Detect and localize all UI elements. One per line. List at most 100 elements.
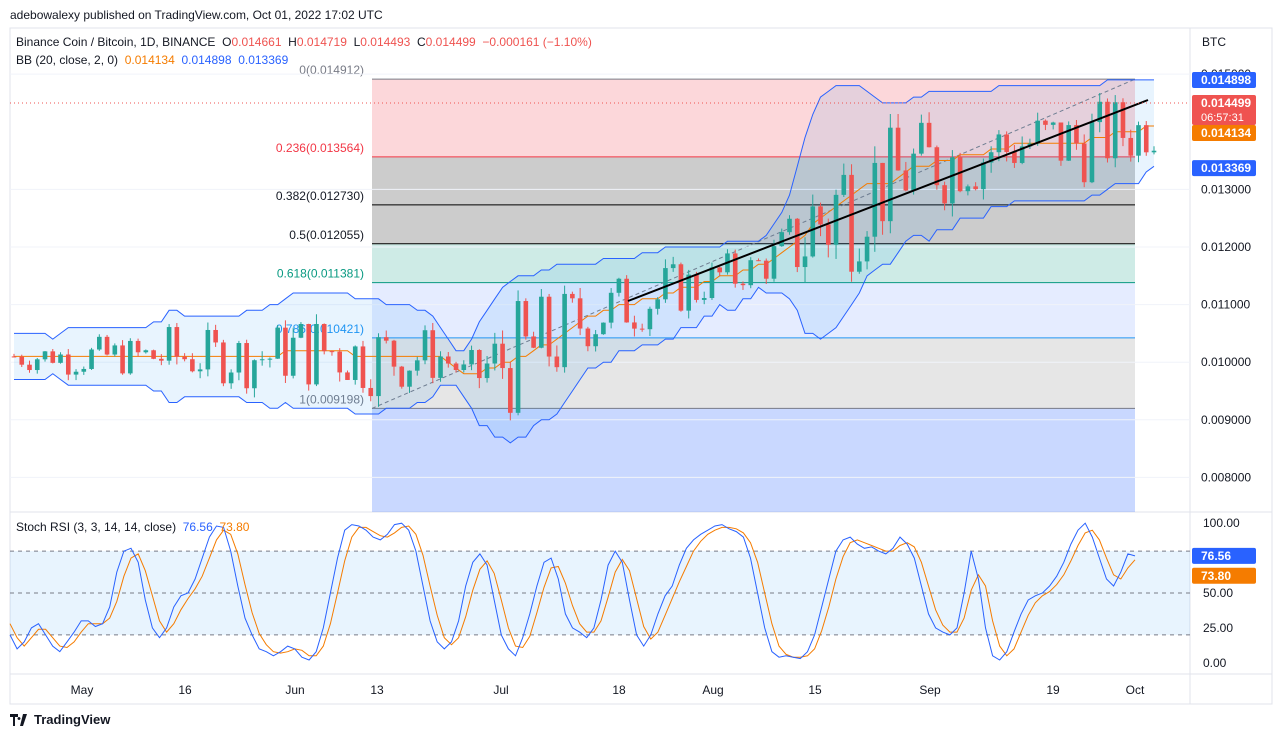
candle-body bbox=[601, 322, 606, 335]
bb-band-fill bbox=[14, 79, 1154, 443]
candle-body bbox=[1058, 122, 1064, 161]
candle-body bbox=[554, 356, 560, 368]
fib-level-label: 0.5(0.012055) bbox=[289, 228, 364, 242]
candle-body bbox=[663, 268, 668, 300]
candle-body bbox=[523, 301, 529, 337]
candle-body bbox=[880, 162, 885, 222]
price-badge-label: 0.014499 bbox=[1201, 96, 1251, 110]
candle-body bbox=[306, 324, 311, 385]
time-tick-label: Sep bbox=[919, 683, 941, 697]
candle-body bbox=[190, 359, 195, 372]
open-value: 0.014661 bbox=[231, 35, 282, 49]
candle-body bbox=[143, 350, 149, 353]
candle-body bbox=[624, 278, 629, 323]
tradingview-brand: TradingView bbox=[34, 712, 111, 727]
bb-lower-line bbox=[14, 165, 1155, 444]
price-tick-label: 0.011000 bbox=[1201, 298, 1250, 312]
candle-body bbox=[345, 372, 350, 380]
candle-body bbox=[128, 340, 133, 374]
candle-body bbox=[1143, 125, 1149, 153]
fib-zone-extension bbox=[372, 408, 1135, 512]
rsi-d-badge-label: 73.80 bbox=[1201, 569, 1231, 583]
rsi-tick-label: 50.00 bbox=[1203, 586, 1233, 600]
candle-body bbox=[794, 218, 800, 268]
candle-body bbox=[678, 264, 684, 311]
fib-level-label: 0.382(0.012730) bbox=[276, 189, 364, 203]
candle-body bbox=[329, 351, 335, 353]
price-badge bbox=[1192, 124, 1256, 141]
candle-body bbox=[841, 174, 847, 195]
candle-body bbox=[546, 296, 552, 357]
candle-body bbox=[670, 264, 676, 269]
price-tick-label: 0.013000 bbox=[1201, 182, 1251, 196]
bb-basis-line bbox=[14, 125, 1154, 375]
fib-zone bbox=[372, 156, 1135, 205]
candle-body bbox=[151, 350, 156, 359]
stoch-rsi-d-line bbox=[9, 525, 1136, 658]
candle-body bbox=[73, 371, 79, 375]
candle-body bbox=[314, 323, 319, 385]
candle-body bbox=[818, 206, 823, 225]
candle-body bbox=[1097, 101, 1103, 123]
candle-body bbox=[1151, 150, 1157, 153]
candle-body bbox=[857, 261, 862, 272]
candle-body bbox=[1112, 102, 1118, 159]
candle-body bbox=[58, 354, 63, 363]
candle-body bbox=[748, 260, 754, 286]
candle-body bbox=[802, 256, 808, 268]
stoch-rsi-label: Stoch RSI (3, 3, 14, 14, close) bbox=[16, 520, 177, 534]
candle-body bbox=[267, 358, 273, 360]
candle-body bbox=[97, 336, 102, 350]
candle-body bbox=[888, 127, 893, 222]
change-value: −0.000161 (−1.10%) bbox=[482, 35, 592, 49]
candle-body bbox=[360, 346, 366, 388]
fib-level-label: 1(0.009198) bbox=[299, 392, 364, 406]
candle-body bbox=[104, 336, 110, 355]
candle-body bbox=[477, 350, 482, 379]
price-badge bbox=[1192, 160, 1256, 177]
price-tick-label: 0.012000 bbox=[1201, 240, 1251, 254]
candle-body bbox=[996, 134, 1002, 153]
candle-body bbox=[11, 356, 17, 358]
stoch-rsi-header: Stoch RSI (3, 3, 14, 14, close) 76.56 73… bbox=[16, 520, 249, 534]
candle-body bbox=[895, 127, 901, 171]
price-tick-label: 0.009000 bbox=[1201, 413, 1251, 427]
candle-body bbox=[65, 354, 71, 375]
price-badge-label: 0.014898 bbox=[1201, 73, 1251, 87]
candle-body bbox=[779, 232, 785, 247]
candle-body bbox=[484, 363, 490, 379]
candle-body bbox=[252, 360, 257, 389]
fib-zone bbox=[372, 204, 1135, 244]
candle-body bbox=[337, 351, 343, 373]
time-tick-label: 19 bbox=[1046, 683, 1060, 697]
candle-body bbox=[159, 358, 164, 361]
tradingview-footer[interactable]: TradingView bbox=[10, 712, 110, 727]
fib-level-label: 0.786(0.010421) bbox=[276, 322, 364, 336]
candle-body bbox=[283, 327, 288, 376]
rsi-k-badge bbox=[1192, 547, 1256, 564]
fib-level-label: 0.618(0.011381) bbox=[277, 267, 364, 281]
candle-body bbox=[174, 327, 180, 357]
candle-body bbox=[221, 342, 226, 384]
support-trendline bbox=[627, 99, 1149, 302]
candle-body bbox=[228, 372, 234, 384]
candle-body bbox=[27, 364, 32, 371]
close-value: 0.014499 bbox=[425, 35, 476, 49]
candle-body bbox=[197, 369, 203, 372]
candle-body bbox=[981, 162, 986, 190]
bb-upper-line bbox=[14, 79, 1154, 352]
candle-body bbox=[120, 345, 125, 374]
candle-body bbox=[34, 359, 40, 371]
candle-body bbox=[740, 283, 746, 286]
symbol-header: Binance Coin / Bitcoin, 1D, BINANCE O0.0… bbox=[16, 35, 592, 49]
candle-body bbox=[639, 328, 645, 330]
candle-body bbox=[694, 274, 699, 300]
candle-body bbox=[445, 356, 451, 364]
rsi-tick-label: 0.00 bbox=[1203, 656, 1227, 670]
candle-body bbox=[461, 364, 467, 370]
bb-upper-value: 0.014898 bbox=[181, 53, 232, 67]
time-tick-label: 18 bbox=[612, 683, 626, 697]
candle-body bbox=[290, 337, 296, 376]
candle-body bbox=[1128, 137, 1134, 156]
